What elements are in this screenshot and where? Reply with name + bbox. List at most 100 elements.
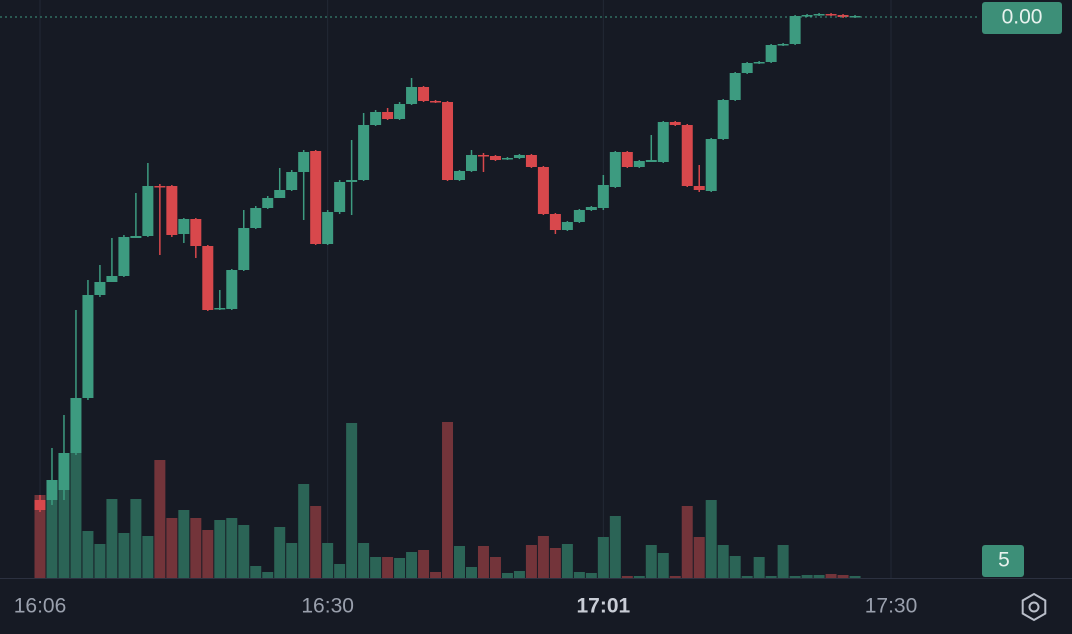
volume-bar: [837, 575, 849, 578]
volume-bar: [346, 423, 358, 578]
volume-bar: [238, 525, 250, 578]
candle-body: [801, 15, 813, 17]
volume-layer: [34, 422, 861, 578]
volume-bar: [70, 453, 82, 578]
volume-bar: [717, 545, 729, 578]
volume-bar: [178, 510, 190, 578]
volume-bar: [154, 460, 166, 578]
candle-body: [178, 219, 190, 234]
volume-bar: [250, 566, 262, 578]
volume-bar: [34, 495, 46, 578]
volume-bar: [442, 422, 454, 578]
volume-bar: [537, 536, 549, 578]
volume-bar: [645, 545, 657, 578]
candle-body: [657, 122, 669, 162]
candle-body: [34, 500, 46, 510]
settings-button[interactable]: [1021, 592, 1047, 622]
candle-body: [166, 186, 178, 235]
candle-body: [454, 171, 466, 180]
volume-bar: [322, 543, 334, 578]
candle-body: [394, 104, 406, 119]
volume-bar: [465, 567, 477, 578]
volume-bar: [597, 537, 609, 578]
volume-bar: [202, 530, 214, 578]
candle-body: [765, 45, 777, 62]
volume-bar: [298, 484, 310, 578]
volume-bar: [130, 499, 142, 578]
candle-body: [705, 139, 717, 191]
volume-bar: [226, 518, 238, 578]
volume-bar: [46, 480, 58, 578]
candle-body: [753, 62, 765, 64]
volume-bar: [705, 500, 717, 578]
volume-bar: [58, 453, 70, 578]
volume-bar: [813, 575, 825, 578]
volume-bar: [334, 564, 346, 578]
volume-bar: [729, 556, 741, 578]
volume-bar: [765, 576, 777, 578]
volume-bar: [801, 575, 813, 578]
candle-body: [310, 151, 322, 244]
candle-body: [597, 185, 609, 208]
candle-body: [609, 152, 621, 187]
x-tick-label: 16:30: [301, 595, 354, 618]
candle-body: [70, 398, 82, 453]
candle-body: [238, 228, 250, 270]
candle-body: [202, 246, 214, 310]
candle-body: [573, 210, 585, 222]
candle-body: [513, 155, 525, 158]
volume-bar: [633, 576, 645, 578]
x-tick-label: 16:06: [14, 595, 67, 618]
volume-bar: [118, 533, 130, 578]
volume-bar: [849, 576, 861, 578]
volume-bar: [513, 571, 525, 578]
volume-bar: [657, 553, 669, 578]
volume-bar: [370, 557, 382, 578]
candle-body: [82, 295, 94, 398]
candle-body: [549, 214, 561, 230]
volume-bar: [789, 576, 801, 578]
candle-body: [717, 100, 729, 139]
settings-hexagon: [1021, 592, 1047, 622]
volume-bar: [406, 552, 418, 578]
volume-bar: [214, 520, 226, 578]
volume-bar: [274, 527, 286, 578]
candle-body: [142, 186, 154, 236]
volume-bar: [549, 548, 561, 578]
volume-bar: [621, 576, 633, 578]
volume-bar: [190, 518, 202, 578]
candle-body: [693, 186, 705, 190]
candle-body: [633, 161, 645, 167]
volume-bar: [142, 536, 154, 578]
volume-bar: [753, 557, 765, 578]
candle-body: [525, 155, 537, 167]
volume-bar: [741, 576, 753, 578]
volume-bar: [94, 544, 106, 578]
candle-body: [298, 152, 310, 172]
candle-body: [58, 453, 70, 490]
volume-bar: [669, 576, 681, 578]
volume-bar: [825, 574, 837, 578]
candle-body: [729, 73, 741, 100]
volume-bar: [454, 546, 466, 578]
candle-body: [741, 63, 753, 73]
candle-body: [430, 101, 442, 103]
candle-body: [346, 180, 358, 182]
candle-body: [477, 155, 489, 157]
last-price-label: 0.00: [1002, 6, 1043, 29]
candle-body: [94, 282, 106, 295]
candle-layer: [34, 13, 861, 512]
last-volume-label: 5: [998, 549, 1010, 572]
last-price-badge: [982, 2, 1062, 34]
volume-bar: [489, 557, 501, 578]
volume-bar: [477, 546, 489, 578]
volume-bar: [430, 572, 442, 578]
x-tick-label: 17:01: [576, 595, 630, 618]
candle-body: [322, 212, 334, 244]
candle-body: [813, 14, 825, 16]
volume-bar: [561, 544, 573, 578]
candle-body: [837, 15, 849, 17]
volume-bar: [286, 543, 298, 578]
candle-body: [681, 125, 693, 186]
